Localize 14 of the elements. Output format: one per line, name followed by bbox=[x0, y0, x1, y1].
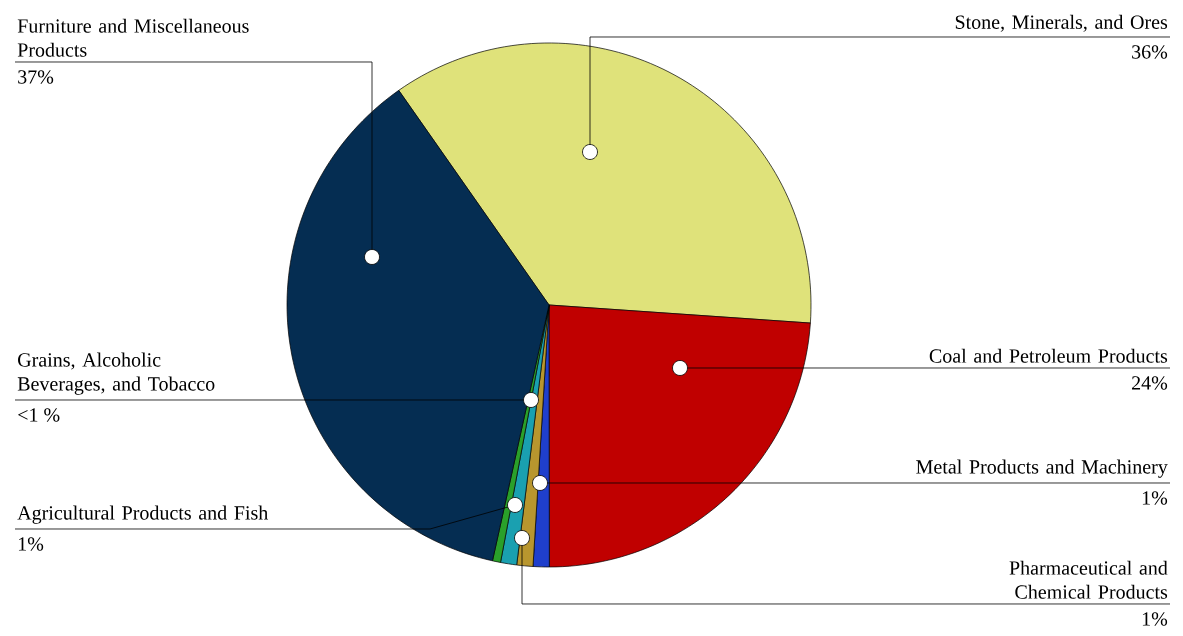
data-label: 1% bbox=[18, 537, 44, 551]
slice-label: Furniture and Miscellaneous Products bbox=[17, 18, 249, 57]
slice-label: Grains, Alcoholic Beverages, and Tobacco bbox=[17, 352, 215, 395]
slice-label: Coal and Petroleum Products bbox=[929, 348, 1168, 363]
slice-label: Agricultural Products and Fish bbox=[17, 505, 269, 524]
data-label: <1 % bbox=[18, 408, 60, 422]
data-label: 37% bbox=[18, 70, 54, 84]
data-label: 1% bbox=[1142, 491, 1168, 505]
slice-label: Pharmaceutical and Chemical Products bbox=[1009, 560, 1168, 599]
slice-label: Metal Products and Machinery bbox=[916, 459, 1168, 478]
data-label: 36% bbox=[1132, 45, 1168, 59]
data-label: 24% bbox=[1132, 376, 1168, 390]
data-label: 1% bbox=[1142, 612, 1168, 626]
slice-label: Stone, Minerals, and Ores bbox=[955, 14, 1168, 32]
